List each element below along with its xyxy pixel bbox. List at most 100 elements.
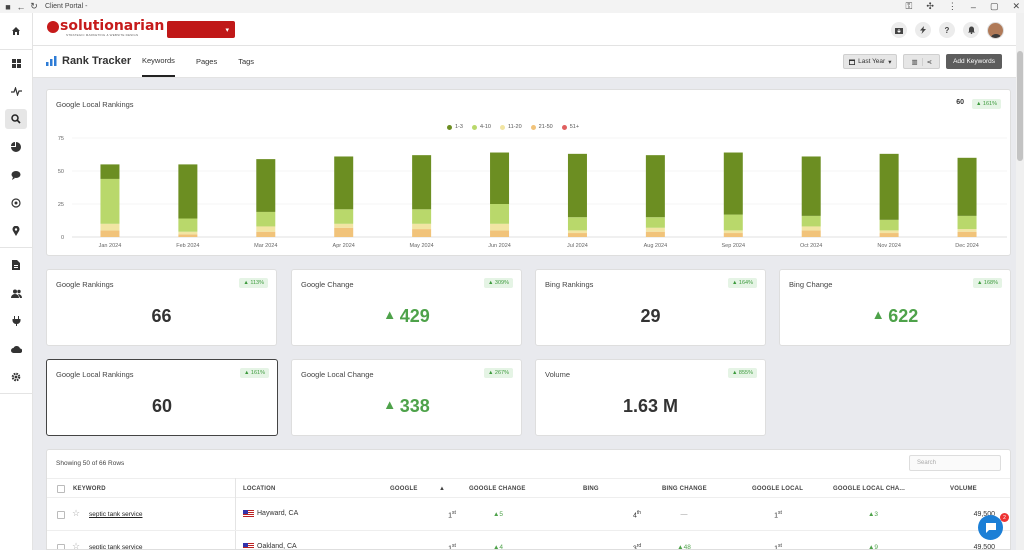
bar-segment[interactable] — [879, 230, 899, 234]
columns-icon[interactable]: ▥ — [907, 57, 923, 66]
bar-segment[interactable] — [879, 153, 899, 220]
bar-segment[interactable] — [957, 229, 977, 232]
tab-pages[interactable]: Pages — [195, 57, 218, 66]
bar-segment[interactable] — [490, 223, 510, 231]
bar-segment[interactable] — [412, 229, 432, 237]
date-range-button[interactable]: Last Year ▾ — [843, 54, 898, 69]
back-icon[interactable]: ← — [16, 1, 26, 12]
column-google[interactable]: GOOGLE — [390, 486, 418, 492]
notification-bell-icon[interactable] — [963, 22, 979, 38]
legend-item[interactable]: 1-3 — [447, 124, 463, 130]
column-location[interactable]: LOCATION — [243, 486, 276, 492]
bar-segment[interactable] — [412, 209, 432, 224]
home-icon[interactable] — [5, 21, 27, 41]
bar-segment[interactable] — [957, 157, 977, 216]
bar-segment[interactable] — [879, 219, 899, 231]
column-bing[interactable]: BING — [583, 486, 599, 492]
bar-segment[interactable] — [178, 234, 198, 237]
sort-asc-icon[interactable]: ▲ — [439, 486, 446, 492]
search-icon[interactable] — [5, 109, 27, 129]
bar-segment[interactable] — [957, 215, 977, 230]
bar-segment[interactable] — [256, 159, 276, 212]
bar-segment[interactable] — [412, 223, 432, 230]
kpi-card[interactable]: Volume ▲ 855% 1.63 M — [535, 359, 766, 436]
tab-tags[interactable]: Tags — [238, 57, 255, 66]
settings-gear-icon[interactable] — [5, 367, 27, 387]
kpi-card[interactable]: Bing Change ▲ 168% ▲ 622 — [779, 269, 1011, 346]
download-icon[interactable] — [891, 22, 907, 38]
bar-segment[interactable] — [100, 178, 120, 224]
document-icon[interactable] — [5, 255, 27, 275]
extensions-icon[interactable]: ✣ — [926, 1, 934, 11]
bar-segment[interactable] — [256, 231, 276, 237]
help-icon[interactable]: ? — [939, 22, 955, 38]
bar-segment[interactable] — [490, 204, 510, 224]
kpi-card[interactable]: Google Rankings ▲ 113% 66 — [46, 269, 277, 346]
bar-segment[interactable] — [178, 231, 198, 235]
legend-item[interactable]: 21-50 — [530, 124, 553, 130]
bar-segment[interactable] — [801, 226, 821, 231]
bar-segment[interactable] — [490, 152, 510, 204]
maximize-button[interactable]: ▢ — [989, 1, 999, 11]
select-all-checkbox[interactable] — [57, 485, 65, 493]
pie-chart-icon[interactable] — [5, 137, 27, 157]
keyword-link[interactable]: septic tank service — [89, 544, 143, 550]
location-pin-icon[interactable] — [5, 221, 27, 241]
column-bing-change[interactable]: BING CHANGE — [662, 486, 707, 492]
column-google-local[interactable]: GOOGLE LOCAL — [752, 486, 804, 492]
table-row[interactable]: ☆ septic tank service Oakland, CA 1st ▲4 3rd ▲… — [47, 532, 1010, 550]
bar-segment[interactable] — [801, 215, 821, 227]
bar-segment[interactable] — [723, 152, 743, 215]
company-logo[interactable]: solutionarian STRATEGIC MARKETING & WEBS… — [47, 19, 164, 37]
bar-segment[interactable] — [100, 230, 120, 237]
user-avatar[interactable] — [987, 22, 1004, 39]
bar-segment[interactable] — [100, 164, 120, 179]
column-google-local-change[interactable]: GOOGLE LOCAL CHA... — [833, 486, 906, 492]
legend-item[interactable]: 51+ — [561, 124, 579, 130]
chat-launcher-button[interactable] — [978, 515, 1003, 540]
kpi-card[interactable]: Google Local Change ▲ 267% ▲ 338 — [291, 359, 522, 436]
users-icon[interactable] — [5, 283, 27, 303]
bar-segment[interactable] — [178, 164, 198, 219]
cloud-icon[interactable] — [5, 339, 27, 359]
bar-segment[interactable] — [178, 218, 198, 232]
add-keywords-button[interactable]: Add Keywords — [946, 54, 1002, 69]
star-icon[interactable]: ☆ — [72, 508, 81, 518]
bar-segment[interactable] — [723, 230, 743, 234]
row-checkbox[interactable] — [57, 511, 65, 519]
key-icon[interactable]: ⚿ — [905, 1, 913, 11]
bar-segment[interactable] — [334, 156, 354, 210]
bar-segment[interactable] — [334, 209, 354, 224]
chat-icon[interactable] — [5, 165, 27, 185]
legend-item[interactable]: 11-20 — [499, 124, 522, 130]
activity-icon[interactable] — [5, 81, 27, 101]
bar-segment[interactable] — [957, 231, 977, 237]
table-row[interactable]: ☆ septic tank service Hayward, CA 1st ▲5 4th —… — [47, 499, 1010, 531]
share-icon[interactable]: ⋖ — [926, 58, 933, 66]
star-icon[interactable]: ☆ — [72, 541, 81, 550]
bar-segment[interactable] — [412, 155, 432, 210]
bar-segment[interactable] — [645, 217, 665, 228]
scrollbar-thumb[interactable] — [1017, 51, 1023, 161]
keyword-link[interactable]: septic tank service — [89, 511, 143, 518]
legend-item[interactable]: 4-10 — [471, 124, 491, 130]
column-keyword[interactable]: KEYWORD — [73, 486, 106, 492]
more-icon[interactable]: ⋮ — [947, 1, 957, 11]
minimize-button[interactable]: – — [970, 1, 976, 12]
table-search-input[interactable]: Search — [909, 455, 1001, 471]
client-select-dropdown[interactable]: ▾ — [167, 21, 235, 38]
plug-icon[interactable] — [5, 311, 27, 331]
bar-segment[interactable] — [100, 223, 120, 231]
row-checkbox[interactable] — [57, 544, 65, 549]
bar-segment[interactable] — [490, 230, 510, 237]
bar-segment[interactable] — [723, 233, 743, 237]
column-google-change[interactable]: GOOGLE CHANGE — [469, 486, 526, 492]
bar-segment[interactable] — [256, 211, 276, 227]
kpi-card[interactable]: Google Change ▲ 309% ▲ 429 — [291, 269, 522, 346]
dashboard-icon[interactable] — [5, 53, 27, 73]
bar-segment[interactable] — [334, 223, 354, 228]
bar-segment[interactable] — [645, 231, 665, 237]
bar-segment[interactable] — [567, 153, 587, 218]
bar-segment[interactable] — [645, 227, 665, 232]
bar-segment[interactable] — [645, 155, 665, 218]
